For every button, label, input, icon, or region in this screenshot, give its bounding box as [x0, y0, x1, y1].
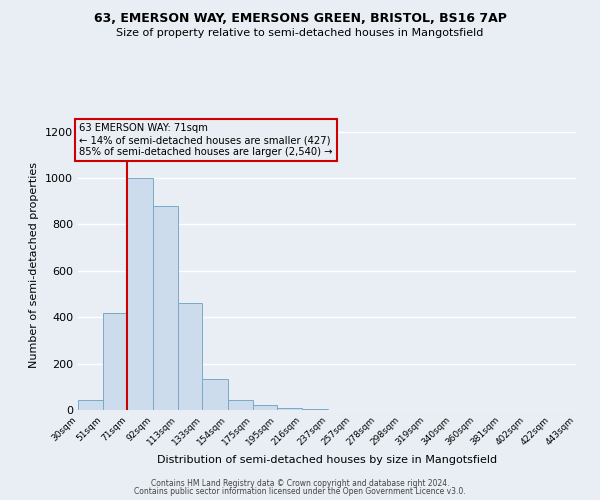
- Bar: [178, 304, 202, 410]
- Y-axis label: Number of semi-detached properties: Number of semi-detached properties: [29, 162, 40, 368]
- Text: Contains HM Land Registry data © Crown copyright and database right 2024.: Contains HM Land Registry data © Crown c…: [151, 478, 449, 488]
- Bar: [78, 400, 103, 410]
- Text: 63, EMERSON WAY, EMERSONS GREEN, BRISTOL, BS16 7AP: 63, EMERSON WAY, EMERSONS GREEN, BRISTOL…: [94, 12, 506, 26]
- Text: Size of property relative to semi-detached houses in Mangotsfield: Size of property relative to semi-detach…: [116, 28, 484, 38]
- Bar: [277, 408, 302, 410]
- Bar: [127, 178, 153, 410]
- Bar: [302, 409, 328, 410]
- Text: 63 EMERSON WAY: 71sqm
← 14% of semi-detached houses are smaller (427)
85% of sem: 63 EMERSON WAY: 71sqm ← 14% of semi-deta…: [79, 124, 333, 156]
- Bar: [253, 406, 277, 410]
- Bar: [202, 378, 227, 410]
- Bar: [227, 400, 253, 410]
- Bar: [153, 206, 178, 410]
- X-axis label: Distribution of semi-detached houses by size in Mangotsfield: Distribution of semi-detached houses by …: [157, 456, 497, 466]
- Text: Contains public sector information licensed under the Open Government Licence v3: Contains public sector information licen…: [134, 487, 466, 496]
- Bar: [103, 312, 127, 410]
